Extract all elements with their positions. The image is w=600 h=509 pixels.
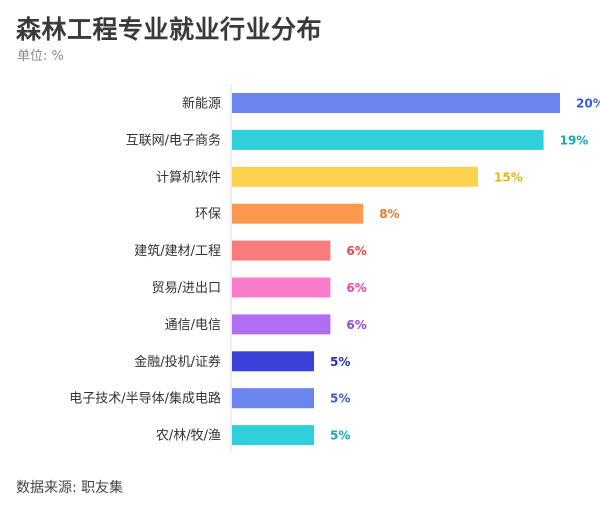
data-source: 数据来源: 职友集 xyxy=(16,480,124,496)
category-label-7: 金融/投机/证券 xyxy=(134,354,221,370)
category-label-8: 电子技术/半导体/集成电路 xyxy=(69,391,221,407)
category-label-4: 建筑/建材/工程 xyxy=(134,243,221,259)
value-label-9: 5% xyxy=(330,429,350,443)
value-label-4: 6% xyxy=(346,244,366,258)
bar-6 xyxy=(232,314,331,335)
bar-1 xyxy=(232,129,544,150)
chart-title: 森林工程专业就业行业分布 xyxy=(16,15,323,44)
bar-chart: 新能源 20% 互联网/电子商务 19% 计算机软件 15% 环保 8% 建筑/建材/工程 6% 贸… xyxy=(69,84,600,452)
value-label-3: 8% xyxy=(379,207,399,221)
category-label-5: 贸易/进出口 xyxy=(152,281,221,296)
bar-8 xyxy=(232,388,314,409)
category-label-0: 新能源 xyxy=(182,96,221,112)
category-label-2: 计算机软件 xyxy=(156,170,221,185)
bar-0 xyxy=(232,93,560,113)
value-label-6: 6% xyxy=(346,318,366,332)
bar-3 xyxy=(232,203,364,224)
bar-9 xyxy=(232,425,314,446)
bars-group: 新能源 20% 互联网/电子商务 19% 计算机软件 15% 环保 8% 建筑/建材/工程 6% 贸… xyxy=(69,93,600,446)
bar-7 xyxy=(232,351,314,372)
value-label-1: 19% xyxy=(560,133,589,147)
category-label-9: 农/林/牧/渔 xyxy=(156,429,221,444)
bar-4 xyxy=(232,240,331,261)
category-label-3: 环保 xyxy=(195,207,221,222)
value-label-2: 15% xyxy=(494,170,523,184)
value-label-0: 20% xyxy=(576,97,600,111)
bar-2 xyxy=(232,166,478,187)
category-label-1: 互联网/电子商务 xyxy=(126,132,221,148)
bar-5 xyxy=(232,277,331,298)
chart-unit: 单位: % xyxy=(17,49,64,64)
value-label-5: 6% xyxy=(346,281,366,295)
value-label-8: 5% xyxy=(330,392,350,406)
category-label-6: 通信/电信 xyxy=(165,318,221,333)
value-label-7: 5% xyxy=(330,355,350,369)
